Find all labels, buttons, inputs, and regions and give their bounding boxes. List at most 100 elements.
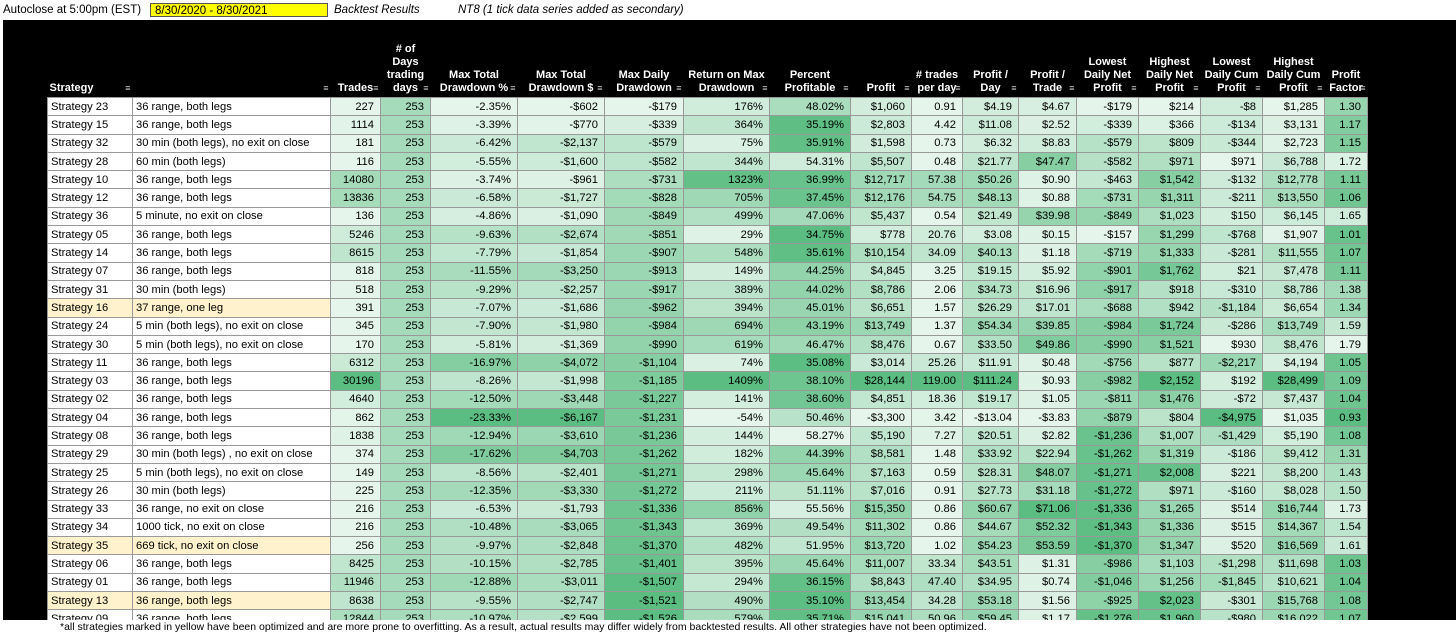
data-cell[interactable]: -$579	[1076, 133, 1139, 153]
data-cell[interactable]: -$731	[604, 170, 684, 190]
data-cell[interactable]: -$828	[604, 188, 684, 208]
data-cell[interactable]: $13,454	[850, 591, 912, 611]
filter-dropdown-icon[interactable]: ≡	[762, 83, 768, 93]
data-cell[interactable]: -$339	[1076, 115, 1139, 135]
data-cell[interactable]: 34.75%	[769, 225, 851, 245]
data-cell[interactable]: -$3.83	[1018, 408, 1077, 428]
data-cell[interactable]: $971	[1138, 481, 1201, 501]
data-cell[interactable]: 35.08%	[769, 353, 851, 373]
data-cell[interactable]: $4,194	[1262, 353, 1325, 373]
data-cell[interactable]: 216	[330, 517, 381, 538]
data-cell[interactable]: $971	[1138, 151, 1201, 172]
data-cell[interactable]: -$1,271	[604, 462, 684, 483]
data-cell[interactable]: $33.92	[962, 444, 1019, 464]
data-cell[interactable]: $1,333	[1138, 243, 1201, 263]
data-cell[interactable]: -$1,343	[604, 517, 684, 538]
data-cell[interactable]: $11,555	[1262, 243, 1325, 263]
column-header[interactable]: Return on Max Drawdown ≡	[684, 20, 770, 98]
strategy-description-cell[interactable]: 36 range, both legs	[132, 261, 331, 281]
data-cell[interactable]: 3.25	[911, 261, 963, 281]
data-cell[interactable]: 253	[380, 426, 431, 446]
data-cell[interactable]: $1.56	[1018, 591, 1077, 611]
data-cell[interactable]: -$984	[604, 316, 684, 336]
data-cell[interactable]: 490%	[683, 591, 770, 611]
strategy-name-cell[interactable]: Strategy 35	[47, 536, 133, 556]
data-cell[interactable]: 2.06	[911, 279, 963, 300]
data-cell[interactable]: $11,698	[1262, 554, 1325, 574]
data-cell[interactable]: 35.91%	[769, 133, 851, 153]
data-cell[interactable]: -4.86%	[430, 206, 518, 227]
data-cell[interactable]: $4,851	[850, 389, 912, 410]
data-cell[interactable]: $20.51	[962, 426, 1019, 446]
data-cell[interactable]: 694%	[683, 316, 770, 336]
column-header[interactable]: Lowest Daily Net Profit ≡	[1077, 20, 1139, 98]
data-cell[interactable]: -$13.04	[962, 408, 1019, 428]
data-cell[interactable]: $8,786	[1262, 279, 1325, 300]
data-cell[interactable]: -$2,674	[517, 225, 605, 245]
data-cell[interactable]: $778	[850, 225, 912, 245]
data-cell[interactable]: $971	[1200, 151, 1263, 172]
data-cell[interactable]: 253	[380, 243, 431, 263]
data-cell[interactable]: $34.73	[962, 279, 1019, 300]
data-cell[interactable]: $15,768	[1262, 591, 1325, 611]
data-cell[interactable]: -$3,448	[517, 389, 605, 410]
data-cell[interactable]: -$917	[1076, 279, 1139, 300]
data-cell[interactable]: -$6,167	[517, 408, 605, 428]
data-cell[interactable]: 0.93	[1324, 408, 1368, 428]
data-cell[interactable]: $28,144	[850, 371, 912, 391]
data-cell[interactable]: $16,569	[1262, 536, 1325, 556]
filter-dropdown-icon[interactable]: ≡	[1131, 83, 1137, 93]
data-cell[interactable]: $4.67	[1018, 96, 1077, 117]
data-cell[interactable]: $11,007	[850, 554, 912, 574]
data-cell[interactable]: -$1,262	[604, 444, 684, 464]
data-cell[interactable]: $8,843	[850, 572, 912, 593]
data-cell[interactable]: -$990	[604, 334, 684, 355]
data-cell[interactable]: $1,319	[1138, 444, 1201, 464]
data-cell[interactable]: 1.15	[1324, 133, 1368, 153]
data-cell[interactable]: -$1,090	[517, 206, 605, 227]
data-cell[interactable]: $13,720	[850, 536, 912, 556]
data-cell[interactable]: $14,367	[1262, 517, 1325, 538]
data-cell[interactable]: $21.77	[962, 151, 1019, 172]
data-cell[interactable]: 1.01	[1324, 225, 1368, 245]
data-cell[interactable]: -$339	[604, 115, 684, 135]
data-cell[interactable]: 499%	[683, 206, 770, 227]
data-cell[interactable]: $221	[1200, 462, 1263, 483]
filter-dropdown-icon[interactable]: ≡	[373, 83, 379, 93]
data-cell[interactable]: -9.29%	[430, 279, 518, 300]
filter-dropdown-icon[interactable]: ≡	[597, 83, 603, 93]
strategy-name-cell[interactable]: Strategy 01	[47, 572, 133, 593]
data-cell[interactable]: $5,190	[1262, 426, 1325, 446]
data-cell[interactable]: 253	[380, 554, 431, 574]
data-cell[interactable]: $39.85	[1018, 316, 1077, 336]
strategy-description-cell[interactable]: 30 min (both legs), no exit on close	[132, 133, 331, 153]
data-cell[interactable]: 619%	[683, 334, 770, 355]
strategy-name-cell[interactable]: Strategy 24	[47, 316, 133, 336]
data-cell[interactable]: 253	[380, 170, 431, 190]
data-cell[interactable]: 1.73	[1324, 499, 1368, 519]
data-cell[interactable]: $8,028	[1262, 481, 1325, 501]
data-cell[interactable]: $0.88	[1018, 188, 1077, 208]
strategy-name-cell[interactable]: Strategy 28	[47, 151, 133, 172]
data-cell[interactable]: -23.33%	[430, 408, 518, 428]
data-cell[interactable]: $1,311	[1138, 188, 1201, 208]
data-cell[interactable]: $5.92	[1018, 261, 1077, 281]
data-cell[interactable]: 389%	[683, 279, 770, 300]
data-cell[interactable]: 170	[330, 334, 381, 355]
data-cell[interactable]: 44.25%	[769, 261, 851, 281]
data-cell[interactable]: $192	[1200, 371, 1263, 391]
data-cell[interactable]: 74%	[683, 353, 770, 373]
data-cell[interactable]: $1,285	[1262, 96, 1325, 117]
data-cell[interactable]: 1.09	[1324, 371, 1368, 391]
data-cell[interactable]: $0.15	[1018, 225, 1077, 245]
strategy-name-cell[interactable]: Strategy 10	[47, 170, 133, 190]
data-cell[interactable]: $52.32	[1018, 517, 1077, 538]
data-cell[interactable]: -$2,401	[517, 462, 605, 483]
data-cell[interactable]: 364%	[683, 115, 770, 135]
data-cell[interactable]: -$2,747	[517, 591, 605, 611]
data-cell[interactable]: -$719	[1076, 243, 1139, 263]
data-cell[interactable]: 1.65	[1324, 206, 1368, 227]
data-cell[interactable]: -$463	[1076, 170, 1139, 190]
filter-dropdown-icon[interactable]: ≡	[843, 83, 849, 93]
filter-dropdown-icon[interactable]: ≡	[1360, 83, 1366, 93]
